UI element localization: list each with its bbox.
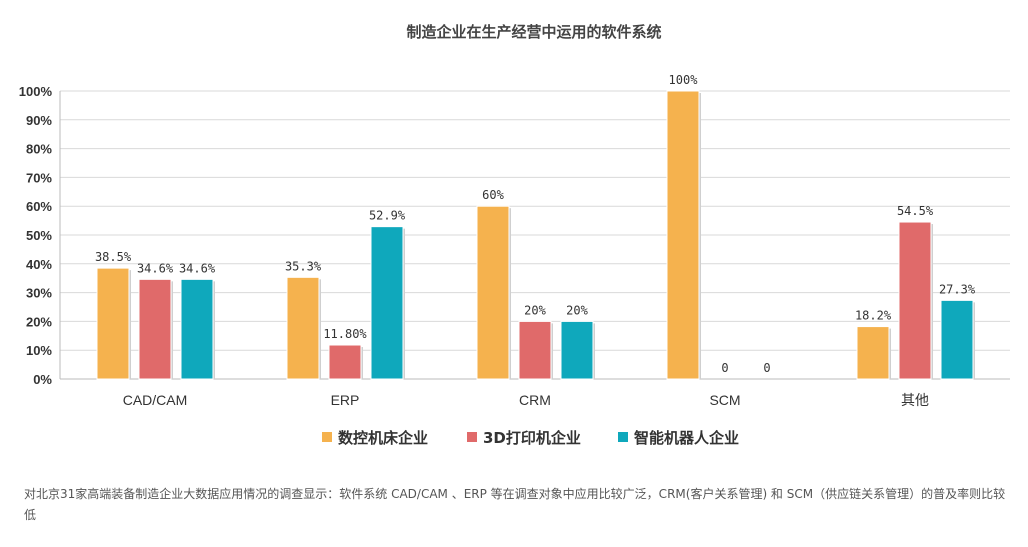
bar <box>666 90 700 380</box>
data-label: 20% <box>566 303 588 317</box>
y-tick-label: 90% <box>26 113 52 128</box>
bar-chart: 制造企业在生产经营中运用的软件系统 0% 10% 20% 30% 40% 50% 60% 70… <box>19 23 1010 447</box>
data-label: 11.80% <box>323 327 367 341</box>
x-tick-label: ERP <box>331 392 360 408</box>
data-label: 0 <box>763 361 770 375</box>
x-tick-label: CRM <box>519 392 551 408</box>
y-tick-label: 80% <box>26 142 52 157</box>
legend-label: 3D打印机企业 <box>483 429 581 447</box>
legend-label: 智能机器人企业 <box>634 429 739 447</box>
legend-label: 数控机床企业 <box>338 429 428 447</box>
bar <box>370 226 404 380</box>
bar <box>328 344 362 380</box>
data-label: 35.3% <box>285 259 322 273</box>
y-tick-label: 60% <box>26 199 52 214</box>
data-label: 60% <box>482 188 504 202</box>
y-tick-label: 40% <box>26 257 52 272</box>
bar <box>560 320 594 380</box>
data-label: 54.5% <box>897 204 934 218</box>
y-tick-label: 20% <box>26 314 52 329</box>
y-tick-label: 10% <box>26 343 52 358</box>
data-label: 34.6% <box>137 261 174 275</box>
legend: 数控机床企业 3D打印机企业 智能机器人企业 <box>322 429 739 447</box>
bar <box>856 326 890 380</box>
legend-swatch <box>618 432 628 442</box>
data-label: 0 <box>721 361 728 375</box>
y-tick-label: 30% <box>26 286 52 301</box>
data-label: 18.2% <box>855 309 892 323</box>
bars: 38.5% 34.6% 34.6% 35.3% 11.80% 52.9% 60% 20% 20%… <box>95 73 976 380</box>
x-tick-label: CAD/CAM <box>123 392 188 408</box>
chart-title: 制造企业在生产经营中运用的软件系统 <box>406 23 661 41</box>
data-label: 100% <box>669 73 699 87</box>
bar <box>518 320 552 380</box>
bar <box>286 276 320 380</box>
bar <box>940 299 974 380</box>
legend-swatch <box>467 432 477 442</box>
y-tick-label: 70% <box>26 170 52 185</box>
data-label: 52.9% <box>369 209 406 223</box>
y-axis: 0% 10% 20% 30% 40% 50% 60% 70% 80% 90% 100% <box>19 84 1010 387</box>
footnote: 对北京31家高端装备制造企业大数据应用情况的调查显示：软件系统 CAD/CAM … <box>24 487 1006 522</box>
data-label: 38.5% <box>95 250 132 264</box>
data-label: 20% <box>524 303 546 317</box>
x-tick-label: 其他 <box>901 392 929 408</box>
x-tick-label: SCM <box>709 392 740 408</box>
bar <box>898 221 932 380</box>
bar <box>180 278 214 380</box>
bar <box>476 205 510 380</box>
bar <box>138 278 172 380</box>
data-label: 34.6% <box>179 261 216 275</box>
y-tick-label: 50% <box>26 228 52 243</box>
legend-swatch <box>322 432 332 442</box>
bar <box>96 267 130 380</box>
y-tick-label: 0% <box>33 372 52 387</box>
grid-lines <box>60 90 1010 380</box>
y-tick-label: 100% <box>19 84 53 99</box>
x-axis: CAD/CAM ERP CRM SCM 其他 <box>123 392 929 408</box>
data-label: 27.3% <box>939 282 976 296</box>
